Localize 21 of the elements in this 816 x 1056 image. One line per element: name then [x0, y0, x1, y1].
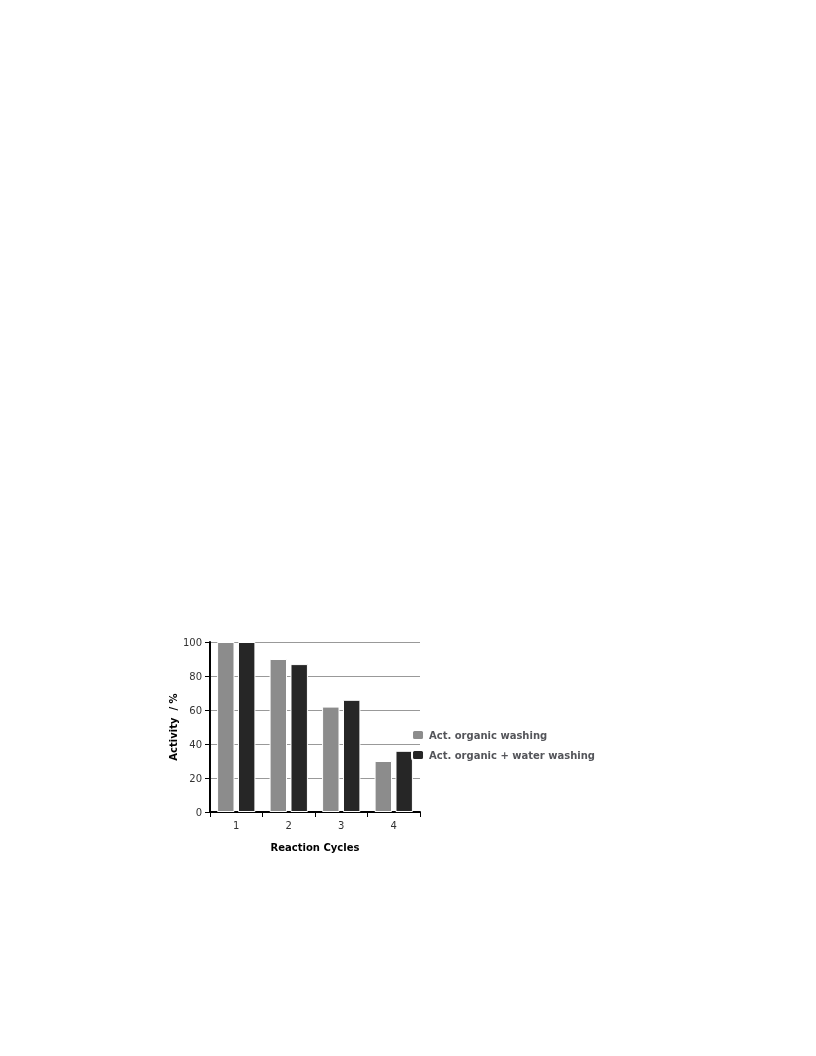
- y-tick-label: 20: [189, 772, 202, 784]
- bar: [322, 706, 340, 812]
- legend-label: Act. organic washing: [429, 729, 548, 741]
- x-tick-label: 4: [390, 819, 397, 831]
- legend-label: Act. organic + water washing: [429, 749, 596, 761]
- y-tick-label: 80: [189, 670, 202, 682]
- x-tick-label: 3: [338, 819, 345, 831]
- y-tick-label: 0: [195, 806, 202, 818]
- bar: [269, 659, 288, 812]
- y-tick-label: 100: [182, 636, 202, 648]
- bar: [290, 664, 308, 812]
- x-axis-title: Reaction Cycles: [270, 841, 360, 853]
- bar: [237, 642, 256, 812]
- bar: [374, 761, 393, 812]
- y-tick-label: 60: [189, 704, 202, 716]
- x-tick-label: 2: [285, 819, 292, 831]
- bar: [217, 642, 235, 812]
- x-tick-label: 1: [233, 819, 240, 831]
- y-axis-title: Activity / %: [167, 693, 179, 761]
- y-tick-label: 40: [189, 738, 202, 750]
- bar: [342, 699, 361, 812]
